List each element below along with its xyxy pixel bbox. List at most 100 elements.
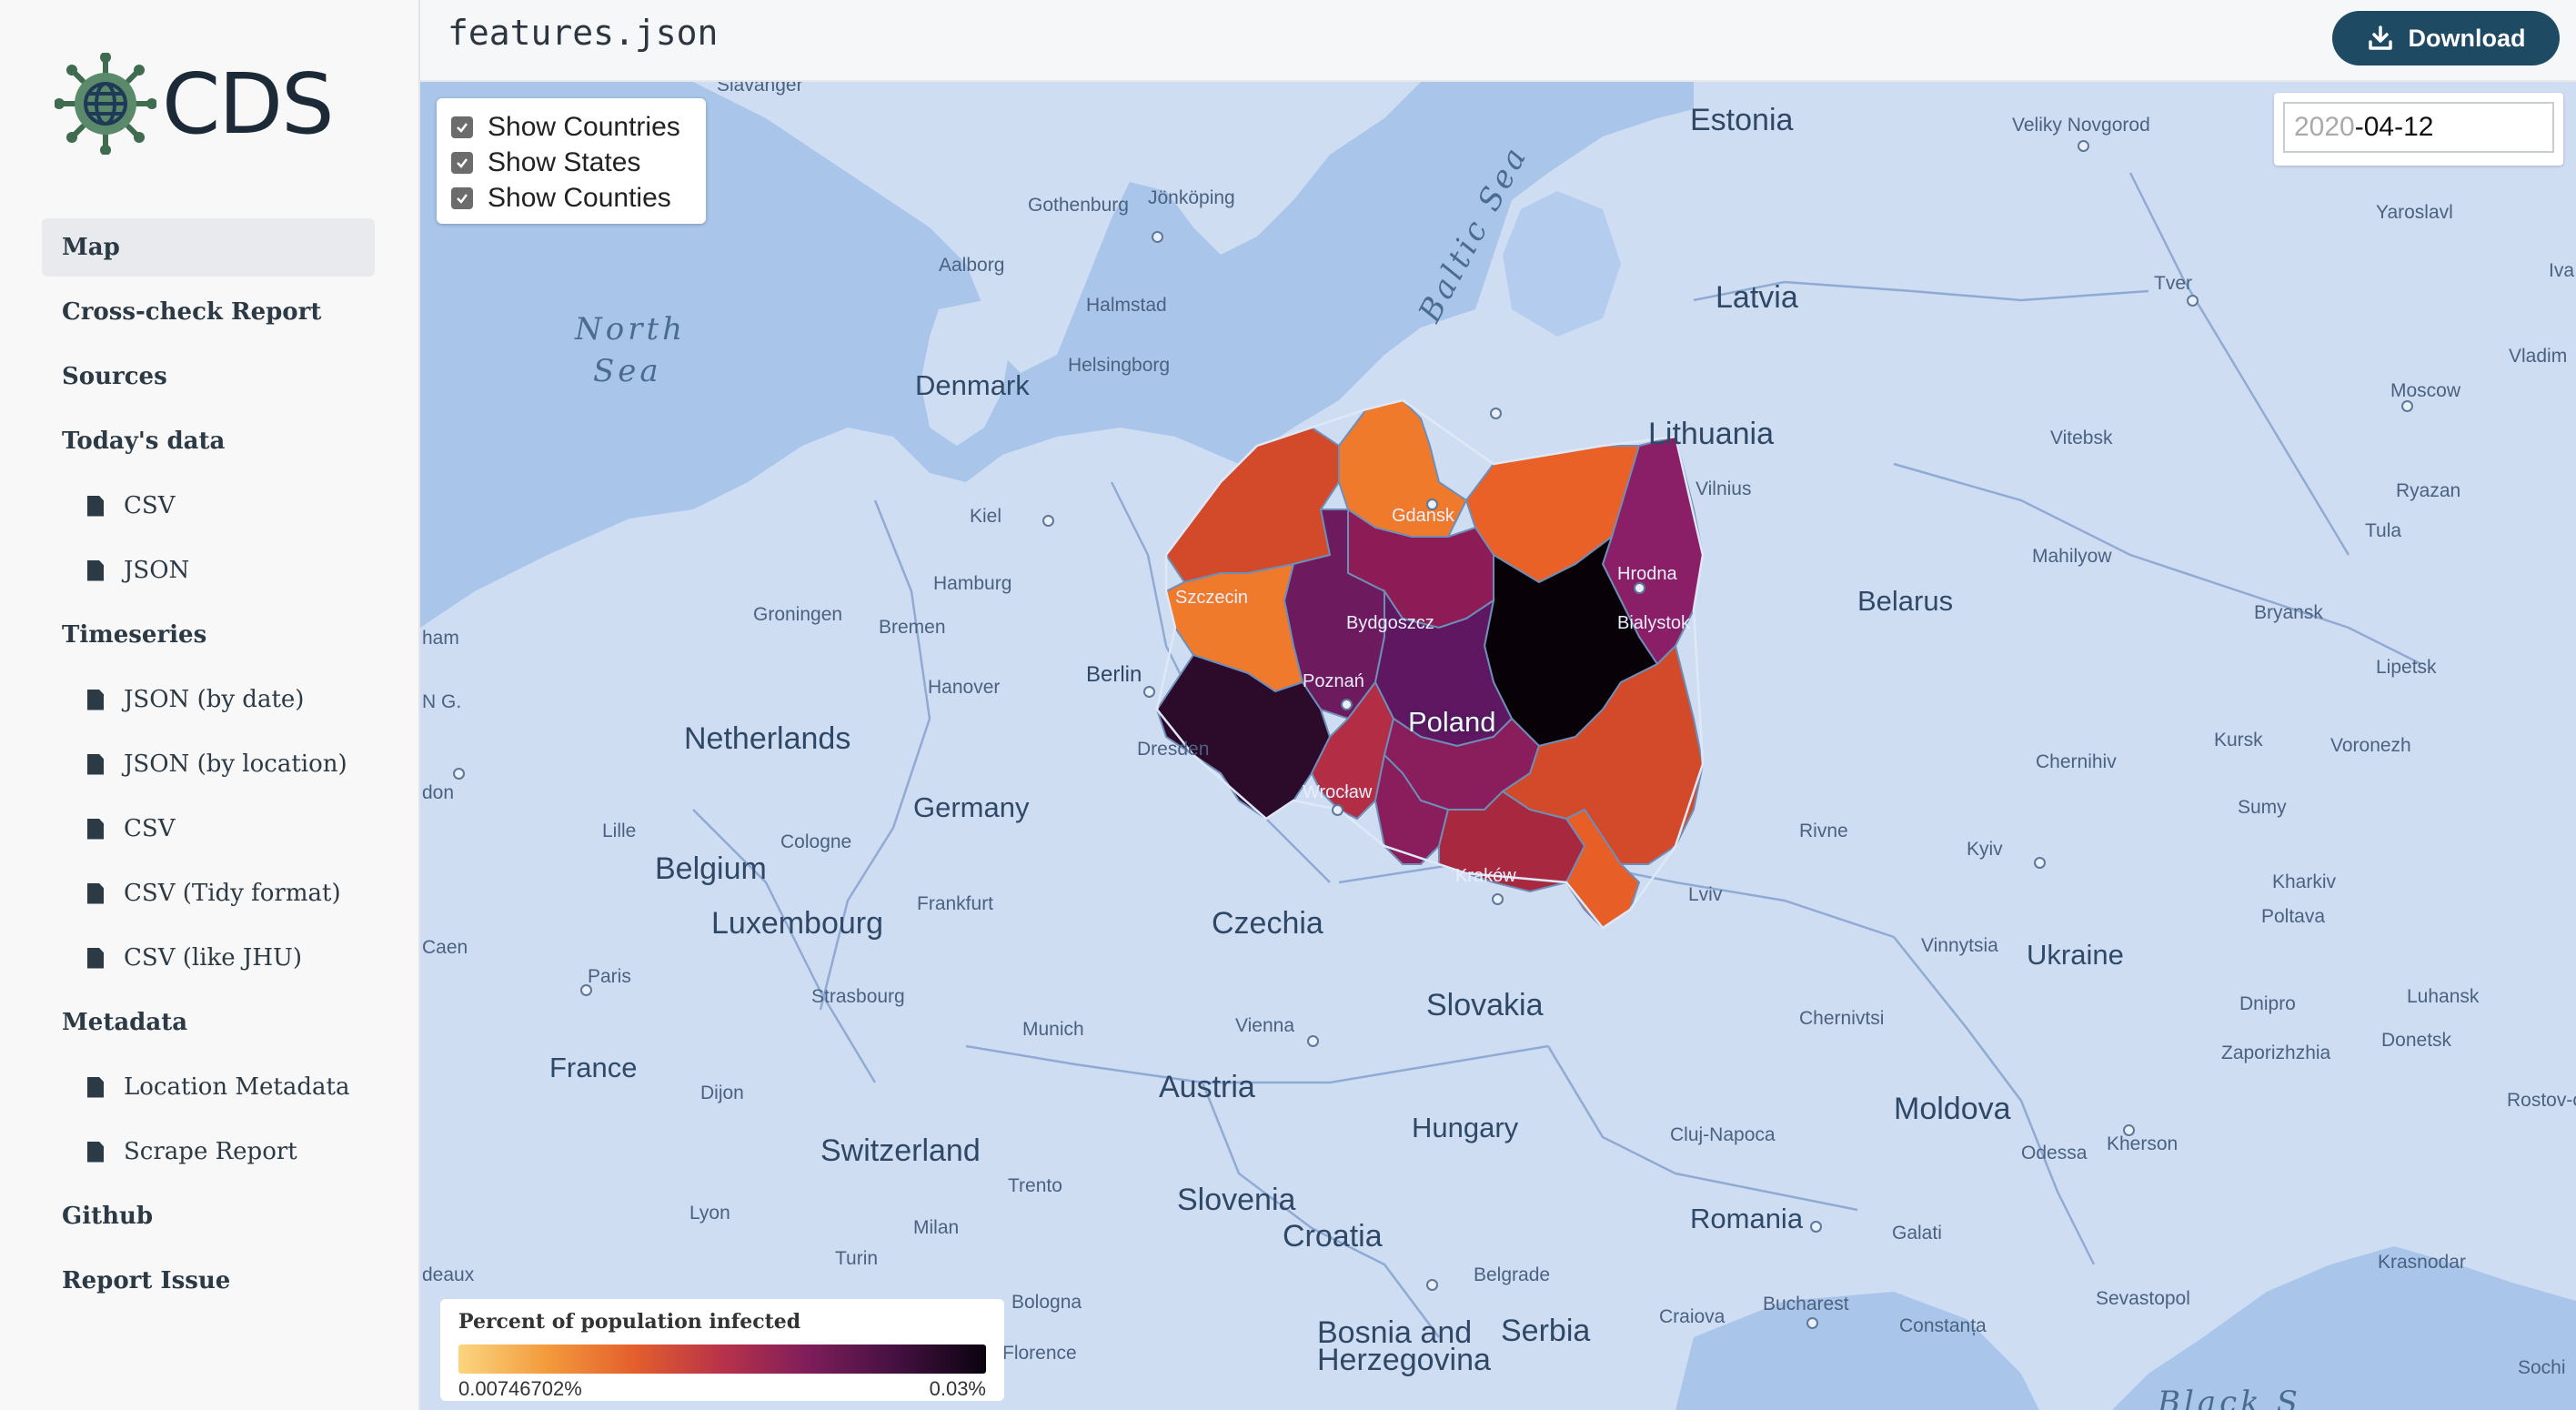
map-label-city: Lviv — [1688, 884, 1723, 905]
nav-link-timeseries-csv[interactable]: CSV — [42, 800, 375, 858]
download-icon — [2368, 25, 2392, 50]
checkbox-checked-icon[interactable] — [451, 116, 473, 138]
header: features.json Download — [420, 0, 2576, 82]
city-marker — [1341, 699, 1353, 710]
map-label-city: Voronezh — [2330, 735, 2411, 756]
nav-label: Metadata — [62, 1009, 188, 1036]
file-icon — [87, 818, 104, 840]
nav-link-scrape-report[interactable]: Scrape Report — [42, 1123, 375, 1181]
nav-label: CSV — [124, 815, 176, 842]
nav-item-map[interactable]: Map — [42, 218, 375, 277]
map-label-city: Florence — [1002, 1343, 1077, 1364]
map-label-city: Donetsk — [2381, 1030, 2452, 1051]
map-label-city: Bydgoszcz — [1346, 613, 1434, 633]
map-label-city: Gdansk — [1392, 506, 1454, 526]
map-label-city: Paris — [588, 966, 631, 987]
date-input[interactable]: 2020-04-12 — [2283, 102, 2554, 153]
toggle-show-countries[interactable]: Show Countries — [451, 109, 691, 145]
nav-item-cross-check-report[interactable]: Cross-check Report — [42, 283, 375, 341]
file-icon — [87, 882, 104, 904]
map-label-country: Latvia — [1716, 280, 1798, 315]
map-label-city: Constanța — [1899, 1315, 1987, 1336]
nav-item-metadata[interactable]: Metadata — [42, 993, 375, 1052]
map-label-city: Jönköping — [1148, 187, 1235, 208]
city-marker — [2034, 857, 2046, 869]
nav-label: Map — [62, 234, 120, 261]
map-label-country: Luxembourg — [711, 906, 884, 941]
map-label-city: Poznań — [1303, 671, 1364, 691]
map-view[interactable]: Estonia Latvia Lithuania Denmark Belarus… — [420, 82, 2576, 1410]
map-label-city: Kraków — [1455, 866, 1516, 886]
nav-item-todays-data[interactable]: Today's data — [42, 412, 375, 470]
nav-label: JSON — [124, 557, 190, 584]
map-label-city: Vienna — [1235, 1015, 1295, 1036]
map-legend: Percent of population infected 0.0074670… — [440, 1299, 1004, 1401]
map-label-city: Hanover — [928, 677, 1001, 698]
nav-link-todays-json[interactable]: JSON — [42, 541, 375, 599]
map-label-city: ham — [422, 628, 459, 649]
nav-label: Today's data — [62, 428, 226, 455]
nav-label: Sources — [62, 363, 167, 390]
map-label-city: Belgrade — [1474, 1264, 1551, 1285]
file-icon — [87, 1076, 104, 1098]
toggle-show-states[interactable]: Show States — [451, 145, 691, 180]
checkbox-checked-icon[interactable] — [451, 186, 473, 209]
nav-label: Github — [62, 1203, 154, 1230]
toggle-label: Show Counties — [488, 182, 671, 213]
map-label-country: Lithuania — [1648, 417, 1775, 451]
city-marker — [580, 984, 592, 996]
map-label-city: Turin — [835, 1248, 879, 1269]
map-label-city: Helsingborg — [1068, 355, 1171, 376]
map-label-city: Trento — [1008, 1175, 1062, 1196]
map-label-sea: Sea — [593, 353, 662, 389]
map-label-city: Chernihiv — [2036, 751, 2117, 772]
logo[interactable]: CDS — [55, 53, 334, 155]
nav-item-sources[interactable]: Sources — [42, 347, 375, 406]
map-label-country: Switzerland — [820, 1133, 981, 1168]
map-label-city: Groningen — [753, 604, 843, 625]
nav-item-github[interactable]: Github — [42, 1187, 375, 1245]
map-label-city: Gothenburg — [1028, 195, 1129, 216]
city-marker — [1806, 1317, 1818, 1329]
file-icon — [87, 753, 104, 775]
city-marker — [1143, 686, 1155, 698]
nav-link-location-metadata[interactable]: Location Metadata — [42, 1058, 375, 1116]
map-label-country: France — [549, 1052, 638, 1083]
city-marker — [2187, 295, 2199, 307]
city-marker — [1810, 1221, 1822, 1233]
file-icon — [87, 495, 104, 517]
download-button[interactable]: Download — [2332, 11, 2560, 65]
map-label-city: Vinnytsia — [1921, 935, 1998, 956]
nav-link-csv-like-jhu[interactable]: CSV (like JHU) — [42, 929, 375, 987]
map-basemap — [420, 82, 2576, 1410]
map-label-city: Berlin — [1086, 662, 1142, 687]
nav-link-json-by-location[interactable]: JSON (by location) — [42, 735, 375, 793]
nav-item-report-issue[interactable]: Report Issue — [42, 1252, 375, 1310]
map-label-city: Lipetsk — [2376, 657, 2437, 678]
nav-label: JSON (by date) — [124, 686, 305, 713]
map-label-city: Ryazan — [2396, 480, 2461, 501]
map-label-country: Moldova — [1894, 1092, 2011, 1126]
nav-item-timeseries[interactable]: Timeseries — [42, 606, 375, 664]
map-label-city: Szczecin — [1175, 588, 1249, 608]
map-label-country: Estonia — [1690, 103, 1794, 137]
map-label-city: Halmstad — [1086, 295, 1167, 316]
map-label-city: Munich — [1022, 1019, 1084, 1040]
map-label-city: Luhansk — [2407, 986, 2480, 1007]
toggle-label: Show States — [488, 146, 641, 177]
map-label-country: Austria — [1159, 1070, 1255, 1104]
nav-link-json-by-date[interactable]: JSON (by date) — [42, 670, 375, 729]
map-label-city: Iva — [2549, 260, 2575, 281]
nav-link-todays-csv[interactable]: CSV — [42, 477, 375, 535]
nav-link-csv-tidy[interactable]: CSV (Tidy format) — [42, 864, 375, 922]
map-label-sea: Black S — [2158, 1385, 2301, 1410]
map-label-city: Mahilyow — [2032, 546, 2112, 567]
map-label-country: Slovakia — [1426, 988, 1544, 1022]
checkbox-checked-icon[interactable] — [451, 151, 473, 174]
nav-label: Scrape Report — [124, 1138, 297, 1165]
map-label-city: Milan — [913, 1217, 960, 1238]
map-label-city: Bialystok — [1617, 613, 1691, 633]
city-marker — [1492, 893, 1504, 905]
toggle-show-counties[interactable]: Show Counties — [451, 180, 691, 216]
layer-toggle-panel: Show Countries Show States Show Counties — [437, 98, 706, 224]
